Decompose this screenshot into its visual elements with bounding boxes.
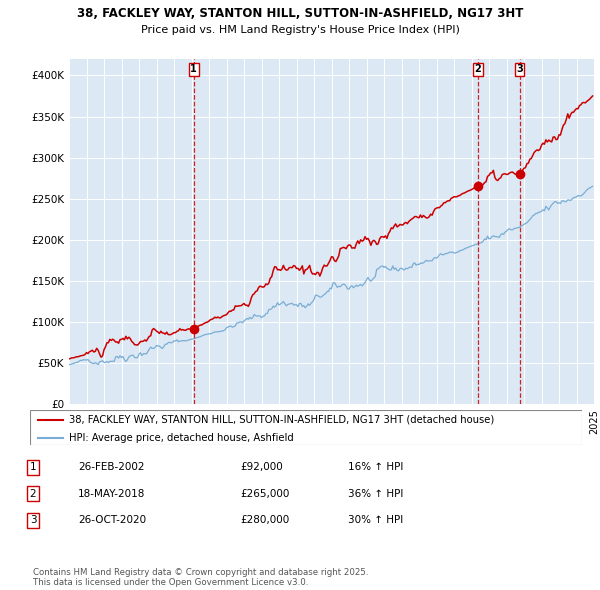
Text: 30% ↑ HPI: 30% ↑ HPI <box>348 516 403 525</box>
Text: 16% ↑ HPI: 16% ↑ HPI <box>348 463 403 472</box>
Text: 3: 3 <box>29 516 37 525</box>
Text: Price paid vs. HM Land Registry's House Price Index (HPI): Price paid vs. HM Land Registry's House … <box>140 25 460 35</box>
Text: 26-FEB-2002: 26-FEB-2002 <box>78 463 145 472</box>
Text: 18-MAY-2018: 18-MAY-2018 <box>78 489 145 499</box>
Text: £265,000: £265,000 <box>240 489 289 499</box>
Text: 38, FACKLEY WAY, STANTON HILL, SUTTON-IN-ASHFIELD, NG17 3HT (detached house): 38, FACKLEY WAY, STANTON HILL, SUTTON-IN… <box>68 415 494 425</box>
Text: Contains HM Land Registry data © Crown copyright and database right 2025.
This d: Contains HM Land Registry data © Crown c… <box>33 568 368 587</box>
Text: 36% ↑ HPI: 36% ↑ HPI <box>348 489 403 499</box>
Text: 2: 2 <box>29 489 37 499</box>
Text: 2: 2 <box>475 64 481 74</box>
Text: 1: 1 <box>190 64 197 74</box>
Text: £92,000: £92,000 <box>240 463 283 472</box>
Text: 1: 1 <box>29 463 37 472</box>
Text: HPI: Average price, detached house, Ashfield: HPI: Average price, detached house, Ashf… <box>68 432 293 442</box>
Text: 26-OCT-2020: 26-OCT-2020 <box>78 516 146 525</box>
Text: 3: 3 <box>516 64 523 74</box>
Text: £280,000: £280,000 <box>240 516 289 525</box>
Text: 38, FACKLEY WAY, STANTON HILL, SUTTON-IN-ASHFIELD, NG17 3HT: 38, FACKLEY WAY, STANTON HILL, SUTTON-IN… <box>77 7 523 20</box>
